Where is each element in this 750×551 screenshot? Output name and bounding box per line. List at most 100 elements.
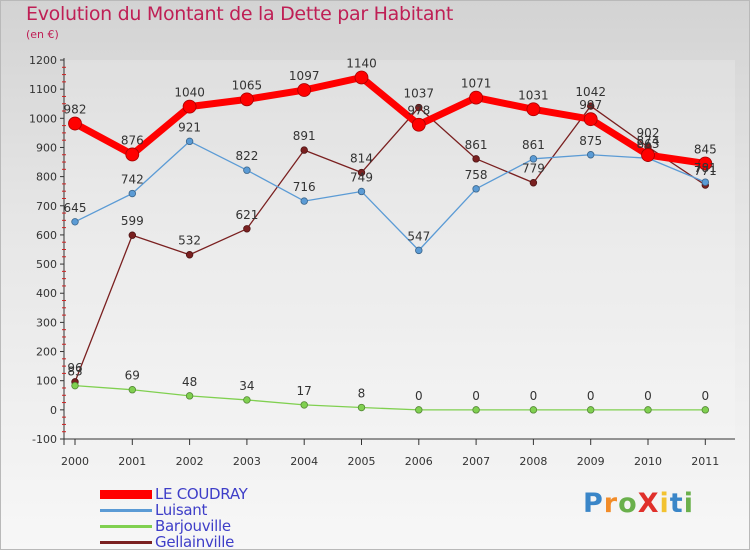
x-tick-label: 2011 xyxy=(691,455,719,468)
data-label-gellainville: 861 xyxy=(465,138,488,152)
y-tick-label: 700 xyxy=(36,200,57,213)
point-luisant xyxy=(529,155,538,163)
legend-swatch-gellainville xyxy=(100,540,152,544)
point-le-coudray xyxy=(125,147,140,162)
data-label-le-coudray: 1031 xyxy=(518,88,549,102)
data-label-luisant: 861 xyxy=(522,138,545,152)
data-label-barjouville: 8 xyxy=(358,387,366,401)
point-gellainville xyxy=(415,103,423,112)
point-luisant xyxy=(185,137,194,146)
legend-label-barjouville: Barjouville xyxy=(155,517,231,535)
data-label-barjouville: 69 xyxy=(125,369,140,383)
point-luisant xyxy=(128,189,136,198)
point-luisant xyxy=(243,166,251,174)
data-label-gellainville: 891 xyxy=(293,129,316,143)
data-label-luisant: 875 xyxy=(579,134,602,148)
x-tick-label: 2009 xyxy=(577,455,605,468)
point-le-coudray xyxy=(297,83,312,97)
data-label-luisant: 781 xyxy=(694,161,717,175)
logo-letter: t xyxy=(669,488,684,519)
point-luisant xyxy=(587,151,595,159)
data-label-luisant: 921 xyxy=(178,120,201,134)
x-tick-label: 2004 xyxy=(290,455,318,468)
legend-label-le-coudray: LE COUDRAY xyxy=(155,485,248,503)
point-luisant xyxy=(701,178,709,186)
point-gellainville xyxy=(185,251,194,259)
y-tick-label: 1200 xyxy=(29,54,57,67)
data-label-le-coudray: 845 xyxy=(694,142,717,156)
data-label-le-coudray: 1097 xyxy=(289,69,320,83)
series-line-le-coudray xyxy=(73,73,706,167)
point-le-coudray xyxy=(698,156,713,171)
y-tick-label: 1100 xyxy=(29,83,57,96)
point-barjouville xyxy=(701,406,709,414)
point-barjouville xyxy=(529,406,538,414)
point-gellainville xyxy=(128,231,136,239)
data-label-luisant: 758 xyxy=(465,168,488,182)
point-barjouville xyxy=(243,396,251,404)
point-barjouville xyxy=(71,381,79,390)
point-gellainville xyxy=(529,179,538,187)
data-label-gellainville: 902 xyxy=(637,126,660,140)
data-label-le-coudray: 876 xyxy=(121,133,144,147)
point-gellainville xyxy=(587,102,595,110)
point-luisant xyxy=(357,187,366,196)
point-luisant xyxy=(415,246,423,255)
point-gellainville xyxy=(472,155,480,163)
y-tick-label: 400 xyxy=(36,287,57,300)
series-line-gellainville xyxy=(74,105,706,383)
x-tick-label: 2010 xyxy=(634,455,662,468)
data-label-gellainville: 621 xyxy=(235,208,258,222)
point-barjouville xyxy=(587,406,595,414)
point-le-coudray xyxy=(583,112,598,127)
data-label-le-coudray: 997 xyxy=(579,98,602,112)
data-label-gellainville: 1037 xyxy=(404,87,435,101)
point-barjouville xyxy=(472,406,480,414)
x-tick-label: 2005 xyxy=(348,455,376,468)
data-label-barjouville: 48 xyxy=(182,375,197,389)
chart-subtitle: (en €) xyxy=(26,28,59,41)
data-label-barjouville: 0 xyxy=(415,389,423,403)
x-tick-label: 2007 xyxy=(462,455,490,468)
y-tick-label: 100 xyxy=(36,375,57,388)
point-le-coudray xyxy=(68,116,82,131)
point-barjouville xyxy=(415,406,423,414)
data-label-gellainville: 96 xyxy=(67,361,82,375)
point-luisant xyxy=(472,185,480,193)
series-line-luisant xyxy=(74,140,706,252)
legend-swatch-le-coudray xyxy=(100,489,152,499)
data-label-barjouville: 0 xyxy=(587,389,595,403)
data-label-luisant: 822 xyxy=(235,149,258,163)
point-barjouville xyxy=(185,392,194,400)
logo-letter: r xyxy=(603,488,619,519)
data-label-gellainville: 1042 xyxy=(575,85,606,99)
data-label-barjouville: 83 xyxy=(67,365,82,379)
y-tick-label: 600 xyxy=(36,229,57,242)
data-label-le-coudray: 1040 xyxy=(174,86,205,100)
y-tick-label: 1000 xyxy=(29,112,57,125)
data-label-gellainville: 532 xyxy=(178,234,201,248)
data-label-le-coudray: 874 xyxy=(637,134,660,148)
point-gellainville xyxy=(243,225,251,233)
data-label-barjouville: 0 xyxy=(530,389,538,403)
y-tick-label: 500 xyxy=(36,258,57,271)
data-label-barjouville: 0 xyxy=(701,389,709,403)
point-le-coudray xyxy=(239,92,254,107)
x-tick-label: 2008 xyxy=(519,455,547,468)
y-tick-label: 900 xyxy=(36,141,57,154)
x-tick-label: 2006 xyxy=(405,455,433,468)
point-barjouville xyxy=(128,386,136,394)
chart-title: Evolution du Montant de la Dette par Hab… xyxy=(26,3,454,25)
point-luisant xyxy=(71,218,79,226)
data-label-barjouville: 34 xyxy=(239,379,254,393)
y-tick-label: -100 xyxy=(32,433,57,446)
point-le-coudray xyxy=(411,117,426,132)
legend-swatch-barjouville xyxy=(100,524,152,528)
logo-letter: i xyxy=(659,488,670,519)
legend-swatch-luisant xyxy=(100,508,152,512)
y-tick-label: 300 xyxy=(36,316,57,329)
data-label-luisant: 645 xyxy=(64,201,87,215)
proxiti-logo: ProXiti xyxy=(583,488,694,519)
point-le-coudray xyxy=(354,70,369,85)
point-le-coudray xyxy=(469,90,484,105)
